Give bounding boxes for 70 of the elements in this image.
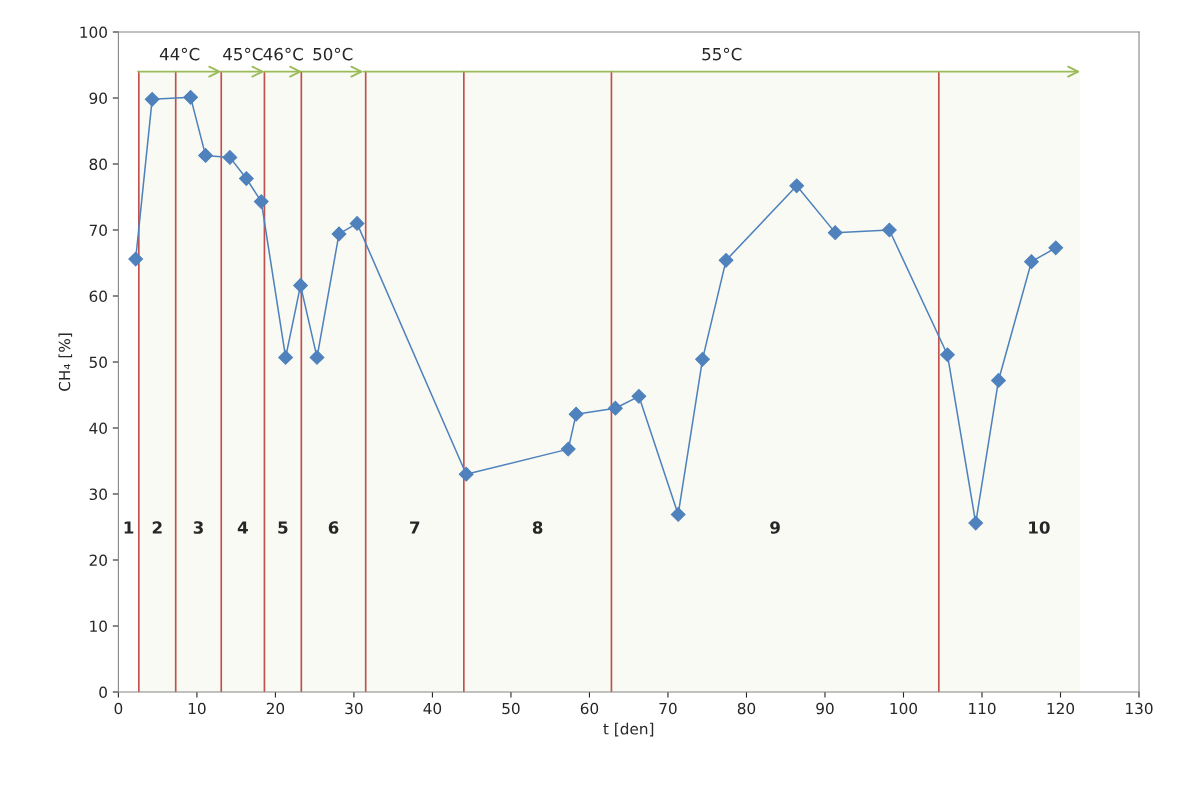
x-tick-label: 100 — [890, 702, 918, 715]
point — [631, 388, 647, 404]
x-tick-label: 70 — [659, 702, 677, 715]
point — [789, 178, 805, 194]
y-tick-label: 40 — [89, 422, 107, 435]
y-tick-label: 80 — [89, 158, 107, 171]
x-tick-label: 40 — [423, 702, 442, 715]
point — [718, 252, 734, 268]
point — [198, 148, 213, 163]
x-tick-label: 60 — [580, 702, 599, 715]
point — [253, 194, 269, 210]
x-tick-label: 10 — [188, 702, 206, 715]
band-label: 44°C — [159, 47, 200, 61]
point — [607, 400, 623, 416]
x-tick-label: 50 — [502, 702, 520, 715]
point — [881, 222, 897, 238]
annotation: 7 — [410, 521, 420, 534]
point — [1048, 240, 1064, 256]
point — [940, 347, 955, 363]
point — [458, 466, 474, 482]
point — [293, 278, 308, 293]
annotation: 4 — [237, 521, 248, 534]
annotation: 9 — [770, 521, 780, 534]
point — [238, 171, 254, 186]
x-tick-label: 90 — [816, 702, 834, 715]
point — [331, 226, 347, 242]
point — [349, 216, 365, 231]
point — [222, 150, 238, 165]
point — [1024, 254, 1039, 270]
point — [695, 351, 710, 367]
annotation: 2 — [152, 521, 162, 534]
x-axis-title: t [den] — [603, 722, 654, 737]
band-label: 45°C — [223, 47, 263, 61]
x-tick-label: 130 — [1126, 702, 1153, 715]
point — [309, 349, 325, 365]
point — [560, 441, 576, 457]
annotation: 5 — [278, 521, 288, 534]
band-label: 50°C — [313, 47, 353, 61]
y-tick-label: 100 — [80, 26, 107, 39]
annotation: 6 — [328, 521, 339, 534]
point — [991, 373, 1006, 388]
y-tick-label: 30 — [89, 488, 107, 501]
x-tick-label: 120 — [1047, 702, 1075, 715]
y-axis-title: CH₄ [%] — [58, 333, 73, 391]
annotation: 1 — [124, 521, 134, 534]
y-tick-label: 50 — [89, 356, 107, 369]
point — [670, 507, 686, 522]
point — [278, 349, 294, 365]
y-tick-label: 60 — [89, 290, 107, 303]
band-label: 55°C — [702, 47, 742, 61]
annotation: 8 — [532, 521, 543, 534]
y-tick-label: 20 — [89, 554, 107, 567]
x-tick-label: 0 — [114, 702, 123, 715]
x-tick-label: 110 — [969, 702, 996, 715]
annotation: 3 — [193, 521, 203, 534]
y-tick-label: 90 — [89, 92, 107, 105]
point — [183, 89, 199, 105]
x-tick-label: 30 — [345, 702, 363, 715]
x-tick-label: 80 — [737, 702, 756, 715]
x-tick-label: 20 — [266, 702, 285, 715]
point — [968, 515, 984, 531]
point — [128, 251, 144, 267]
y-tick-label: 10 — [90, 620, 107, 633]
point — [568, 406, 584, 422]
point — [144, 91, 160, 107]
band-label: 46°C — [263, 47, 303, 61]
y-tick-label: 0 — [99, 686, 107, 699]
annotation: 10 — [1029, 521, 1050, 534]
point — [827, 225, 843, 241]
y-tick-label: 70 — [89, 224, 107, 237]
